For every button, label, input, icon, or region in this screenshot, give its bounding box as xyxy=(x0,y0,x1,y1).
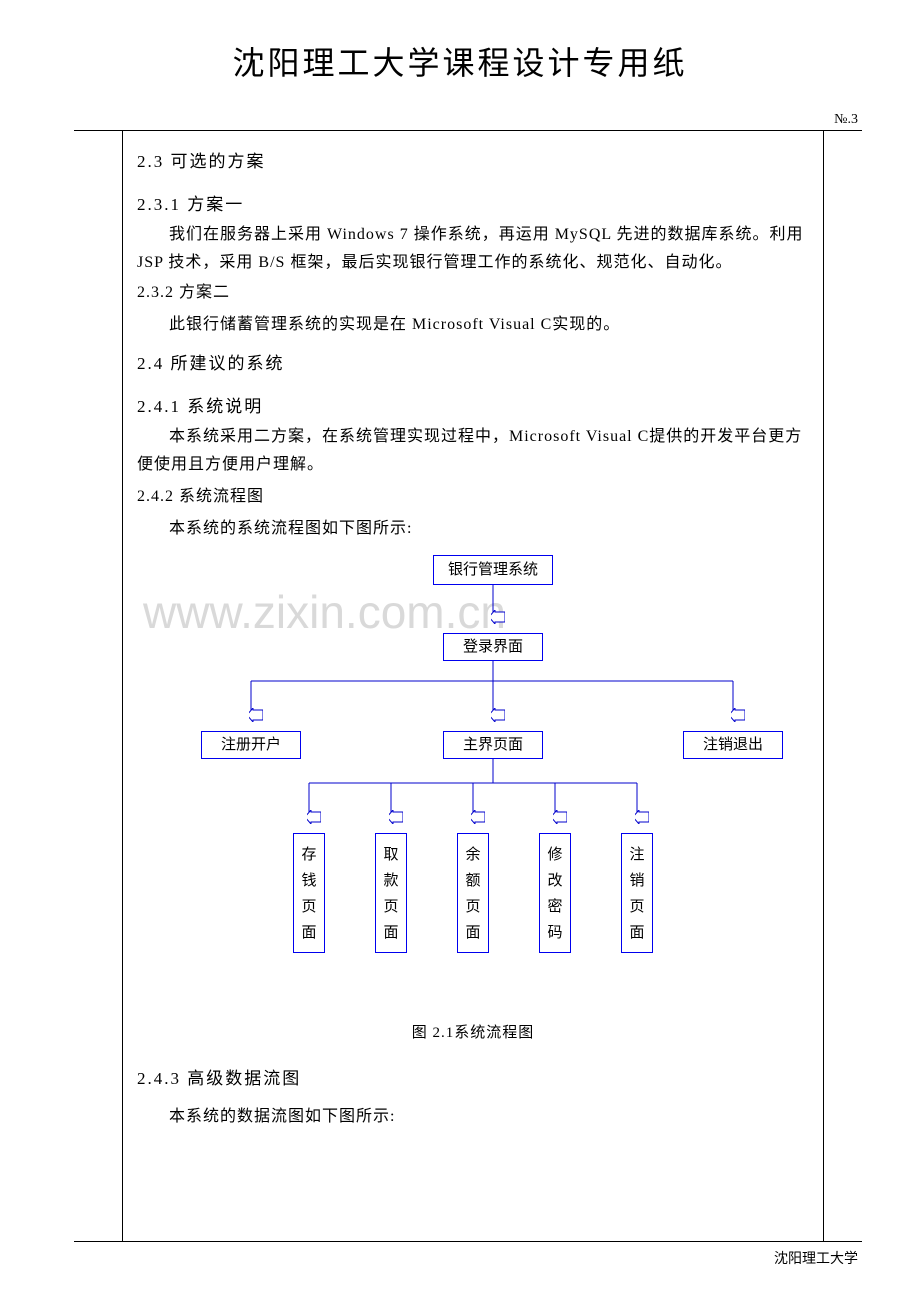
paragraph-2-3-2: 此银行储蓄管理系统的实现是在 Microsoft Visual C实现的。 xyxy=(137,311,809,339)
paragraph-2-4-3: 本系统的数据流图如下图所示: xyxy=(137,1103,809,1131)
node-register: 注册开户 xyxy=(201,731,301,759)
content-frame: 2.3 可选的方案 2.3.1 方案一 我们在服务器上采用 Windows 7 … xyxy=(74,130,862,1242)
paragraph-2-4-2: 本系统的系统流程图如下图所示: xyxy=(137,515,809,543)
footer-org: 沈阳理工大学 xyxy=(774,1248,858,1268)
heading-2-4: 2.4 所建议的系统 xyxy=(137,349,809,374)
node-root: 银行管理系统 xyxy=(433,555,553,585)
page-number: №.3 xyxy=(834,112,858,128)
node-logout: 注销退出 xyxy=(683,731,783,759)
heading-2-3-1: 2.3.1 方案一 xyxy=(137,190,809,215)
heading-2-4-1: 2.4.1 系统说明 xyxy=(137,392,809,417)
node-main: 主界页面 xyxy=(443,731,543,759)
node-login: 登录界面 xyxy=(443,633,543,661)
node-password: 修改密码 xyxy=(539,833,571,953)
page-title: 沈阳理工大学课程设计专用纸 xyxy=(0,0,920,84)
node-withdraw: 取款页面 xyxy=(375,833,407,953)
paragraph-2-4-1: 本系统采用二方案，在系统管理实现过程中，Microsoft Visual C提供… xyxy=(137,423,809,479)
node-cancel: 注销页面 xyxy=(621,833,653,953)
node-deposit: 存钱页面 xyxy=(293,833,325,953)
heading-2-4-2: 2.4.2 系统流程图 xyxy=(137,483,809,511)
system-flowchart: www.zixin.com.cn xyxy=(143,555,803,1015)
heading-2-3: 2.3 可选的方案 xyxy=(137,147,809,172)
paragraph-2-3-1: 我们在服务器上采用 Windows 7 操作系统，再运用 MySQL 先进的数据… xyxy=(137,221,809,277)
content-column: 2.3 可选的方案 2.3.1 方案一 我们在服务器上采用 Windows 7 … xyxy=(122,131,824,1241)
heading-2-4-3: 2.4.3 高级数据流图 xyxy=(137,1064,809,1089)
figure-caption: 图 2.1系统流程图 xyxy=(137,1021,809,1042)
node-balance: 余额页面 xyxy=(457,833,489,953)
heading-2-3-2: 2.3.2 方案二 xyxy=(137,279,809,307)
